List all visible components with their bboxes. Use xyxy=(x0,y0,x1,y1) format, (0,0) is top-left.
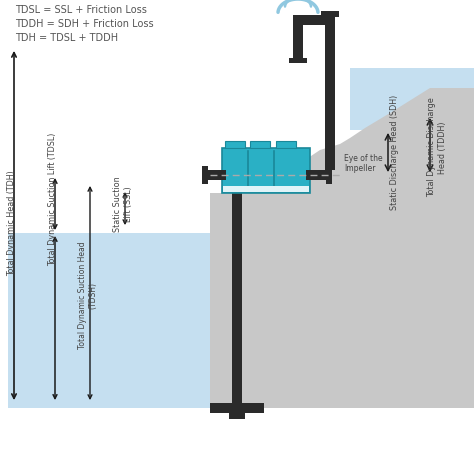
Polygon shape xyxy=(270,88,474,408)
Bar xyxy=(225,141,245,148)
Polygon shape xyxy=(8,233,210,408)
Text: Eye of the
Impeller: Eye of the Impeller xyxy=(344,153,383,173)
Bar xyxy=(202,166,208,184)
Bar xyxy=(229,412,245,419)
Text: Total Dynamic Discharge
Head (TDDH): Total Dynamic Discharge Head (TDDH) xyxy=(427,98,447,197)
Bar xyxy=(293,22,303,60)
Polygon shape xyxy=(350,68,474,130)
Polygon shape xyxy=(210,193,270,408)
Bar xyxy=(326,166,332,184)
Bar xyxy=(306,170,328,180)
Text: Static Discharge Head (SDH): Static Discharge Head (SDH) xyxy=(391,95,400,210)
Bar xyxy=(325,25,335,170)
Bar xyxy=(204,170,226,180)
Bar xyxy=(223,186,309,192)
Bar xyxy=(250,141,270,148)
Text: TDDH = SDH + Friction Loss: TDDH = SDH + Friction Loss xyxy=(15,19,154,29)
Text: Total Dynamic Suction Head
(TDSH): Total Dynamic Suction Head (TDSH) xyxy=(78,242,98,349)
Text: Total Dynamic Head (TDH): Total Dynamic Head (TDH) xyxy=(8,170,17,276)
Bar xyxy=(321,11,339,17)
Bar xyxy=(232,193,242,408)
Bar xyxy=(210,403,264,413)
Bar xyxy=(222,148,310,193)
Bar xyxy=(276,141,296,148)
Text: TDH = TDSL + TDDH: TDH = TDSL + TDDH xyxy=(15,33,118,43)
Text: Static Suction
Lift (SSL): Static Suction Lift (SSL) xyxy=(113,176,133,232)
Bar xyxy=(289,58,307,63)
Bar xyxy=(293,15,335,25)
Text: Total Dynamic Suction Lift (TDSL): Total Dynamic Suction Lift (TDSL) xyxy=(48,132,57,266)
Text: TDSL = SSL + Friction Loss: TDSL = SSL + Friction Loss xyxy=(15,5,147,15)
